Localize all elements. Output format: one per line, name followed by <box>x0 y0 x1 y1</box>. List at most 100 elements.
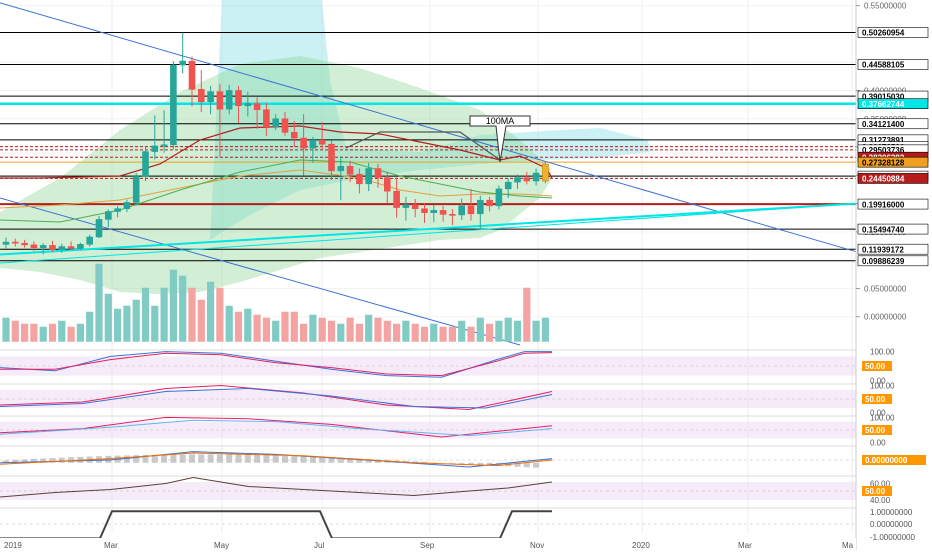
candle-body-39 <box>366 169 372 184</box>
volume-bar-4 <box>40 327 47 342</box>
pane3-hist-27 <box>254 455 260 463</box>
ind-badge-label-0: 50.00 <box>865 362 886 371</box>
pane5-step <box>0 511 552 538</box>
ind-tick-4-1: 40.00 <box>870 496 891 505</box>
time-tick-8: Ma <box>842 541 854 550</box>
candle-body-12 <box>115 209 121 212</box>
pane3-hist-22 <box>208 454 214 462</box>
candle-body-42 <box>394 191 400 207</box>
volume-bar-18 <box>170 270 177 342</box>
time-tick-2: May <box>214 541 229 550</box>
candle-58 <box>542 162 548 183</box>
time-tick-1: Mar <box>104 541 118 550</box>
candle-body-17 <box>161 145 167 146</box>
volume-bar-43 <box>402 321 409 342</box>
pane3-hist-11 <box>105 456 111 463</box>
candle-body-26 <box>245 104 251 106</box>
volume-bar-35 <box>328 321 335 342</box>
candle-body-50 <box>468 206 474 214</box>
volume-bar-46 <box>430 324 437 342</box>
candle-body-1 <box>12 242 18 243</box>
level-label-12: 0.19916000 <box>862 200 905 209</box>
level-label-0: 0.50260954 <box>862 29 905 38</box>
volume-bar-7 <box>68 327 75 342</box>
volume-bar-10 <box>95 264 102 342</box>
ind-badge-label-1: 50.00 <box>865 395 886 404</box>
candle-body-51 <box>477 200 483 214</box>
pane3-hist-31 <box>291 456 297 463</box>
candle-body-33 <box>310 140 316 148</box>
volume-bar-25 <box>235 312 242 342</box>
candle-body-11 <box>105 212 111 220</box>
volume-bar-53 <box>495 321 502 342</box>
volume-bar-14 <box>133 300 140 342</box>
pane3-hist-17 <box>161 455 167 463</box>
candle-10 <box>96 216 102 238</box>
time-tick-0: 2019 <box>4 541 22 550</box>
candle-18 <box>170 61 176 149</box>
volume-bar-23 <box>216 288 223 342</box>
volume-bar-12 <box>114 309 121 342</box>
volume-bar-1 <box>12 321 19 342</box>
volume-bar-50 <box>467 327 474 342</box>
candle-53 <box>496 186 502 210</box>
volume-bar-54 <box>505 318 512 342</box>
volume-bar-49 <box>458 321 465 342</box>
volume-bar-8 <box>77 324 84 342</box>
candle-body-35 <box>329 144 335 171</box>
candle-body-4 <box>40 245 46 247</box>
candle-body-56 <box>524 178 530 181</box>
volume-bar-42 <box>393 324 400 342</box>
volume-bar-41 <box>384 321 391 342</box>
candle-body-21 <box>198 89 204 101</box>
volume-bar-29 <box>272 321 279 342</box>
pane3-hist-23 <box>217 454 223 462</box>
candle-body-40 <box>375 169 381 178</box>
candle-body-46 <box>431 210 437 212</box>
ind-badge-label-3: 0.00000000 <box>865 456 908 465</box>
volume-bar-11 <box>105 294 112 342</box>
candle-body-15 <box>143 152 149 177</box>
level-label-13: 0.15494740 <box>862 225 905 234</box>
pane3-hist-57 <box>533 463 539 468</box>
volume-bar-15 <box>142 288 149 342</box>
candle-body-54 <box>505 182 511 189</box>
candle-body-23 <box>217 92 223 110</box>
candle-body-32 <box>301 138 307 148</box>
pane3-hist-24 <box>226 455 232 463</box>
level-label-3: 0.37662744 <box>862 100 905 109</box>
pane3-hist-21 <box>198 454 204 462</box>
volume-bar-44 <box>412 324 419 342</box>
candle-body-18 <box>170 65 176 145</box>
level-label-9: 0.27328128 <box>862 158 905 167</box>
indicator-panes <box>0 350 856 538</box>
candle-body-44 <box>412 205 418 209</box>
candle-body-49 <box>459 206 465 215</box>
volume-bar-30 <box>281 312 288 342</box>
candle-body-36 <box>338 166 344 171</box>
candle-body-30 <box>282 119 288 133</box>
candle-body-6 <box>59 247 65 250</box>
time-tick-7: Mar <box>738 541 752 550</box>
volume-bar-36 <box>337 324 344 342</box>
volume-bar-26 <box>244 309 251 342</box>
volume-bar-48 <box>449 327 456 342</box>
candle-body-31 <box>291 132 297 138</box>
candle-body-19 <box>180 61 186 65</box>
candle-body-5 <box>50 245 56 249</box>
volume-bar-20 <box>188 288 195 342</box>
volume-bar-21 <box>198 300 205 342</box>
ind-tick-0-0: 100.00 <box>870 348 895 357</box>
candle-body-47 <box>440 210 446 214</box>
candle-body-55 <box>515 178 521 183</box>
volume-bar-34 <box>319 318 326 342</box>
band-area <box>0 56 552 294</box>
bollinger-bands <box>0 56 552 294</box>
volume-bar-57 <box>533 321 540 342</box>
volume-bar-19 <box>179 276 186 342</box>
pane3-hist-32 <box>301 456 307 463</box>
pane3-hist-30 <box>282 456 288 463</box>
